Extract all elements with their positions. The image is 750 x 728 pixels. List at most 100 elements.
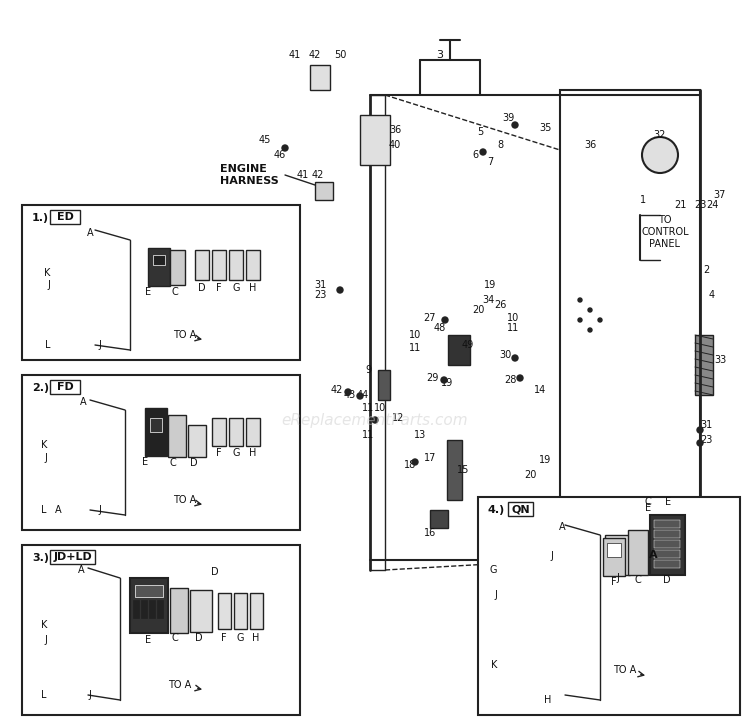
Bar xyxy=(360,115,390,165)
Circle shape xyxy=(512,355,518,361)
Text: TO A: TO A xyxy=(168,680,192,690)
Bar xyxy=(135,585,163,597)
Bar xyxy=(378,370,390,400)
Text: C: C xyxy=(634,575,641,585)
Text: 20: 20 xyxy=(524,470,536,480)
Text: 3: 3 xyxy=(436,50,443,60)
Circle shape xyxy=(480,149,486,155)
Text: 41: 41 xyxy=(297,170,309,180)
Bar xyxy=(603,538,625,576)
Text: 9: 9 xyxy=(365,365,371,375)
Bar xyxy=(508,502,533,516)
Text: 34: 34 xyxy=(482,295,494,305)
Text: 46: 46 xyxy=(274,150,286,160)
Text: 31: 31 xyxy=(314,280,326,290)
Text: 29: 29 xyxy=(426,373,438,383)
Text: 3.): 3.) xyxy=(32,553,49,563)
Bar xyxy=(130,578,168,633)
Text: 19: 19 xyxy=(538,455,551,465)
Circle shape xyxy=(697,427,703,433)
Text: G: G xyxy=(490,565,497,575)
Text: FD: FD xyxy=(57,382,74,392)
Text: E: E xyxy=(665,497,671,507)
Text: JD+LD: JD+LD xyxy=(54,552,92,562)
Text: 40: 40 xyxy=(388,140,401,150)
Text: 8: 8 xyxy=(497,140,503,150)
Text: 10: 10 xyxy=(507,313,519,323)
Circle shape xyxy=(578,298,582,302)
Text: H: H xyxy=(544,695,552,705)
Text: 31: 31 xyxy=(700,420,712,430)
Circle shape xyxy=(282,145,288,151)
Bar xyxy=(149,600,155,618)
Text: 7: 7 xyxy=(487,157,494,167)
Bar xyxy=(315,182,333,200)
Text: J: J xyxy=(44,635,47,645)
Bar xyxy=(157,600,163,618)
Text: 1: 1 xyxy=(640,195,646,205)
Text: TO A: TO A xyxy=(173,495,196,505)
Bar xyxy=(195,250,209,280)
Circle shape xyxy=(412,459,418,465)
Text: 42: 42 xyxy=(331,385,344,395)
Circle shape xyxy=(642,137,678,173)
Text: C: C xyxy=(172,633,178,643)
Text: eReplacementParts.com: eReplacementParts.com xyxy=(282,413,468,427)
Text: H: H xyxy=(249,283,256,293)
Bar xyxy=(628,530,648,575)
Text: C: C xyxy=(170,458,176,468)
Text: J: J xyxy=(47,280,50,290)
Text: 2.): 2.) xyxy=(32,383,50,393)
Text: D: D xyxy=(195,633,202,643)
Text: E: E xyxy=(142,457,148,467)
Text: F: F xyxy=(216,448,222,458)
Bar xyxy=(448,335,470,365)
Text: K: K xyxy=(490,660,497,670)
Text: J: J xyxy=(88,690,92,700)
Text: 16: 16 xyxy=(424,528,436,538)
Text: 10: 10 xyxy=(409,330,422,340)
Bar xyxy=(218,593,231,629)
Bar xyxy=(654,550,680,558)
Bar xyxy=(150,418,162,432)
Text: 12: 12 xyxy=(392,413,404,423)
Text: 21: 21 xyxy=(674,200,686,210)
Text: A: A xyxy=(78,565,85,575)
Circle shape xyxy=(588,328,592,332)
Text: 44: 44 xyxy=(357,390,369,400)
Text: D: D xyxy=(198,283,206,293)
Text: QN: QN xyxy=(512,504,530,514)
Text: 13: 13 xyxy=(414,430,426,440)
Text: C: C xyxy=(172,287,178,297)
Text: A: A xyxy=(87,228,93,238)
Text: 10: 10 xyxy=(374,403,386,413)
Bar xyxy=(605,535,630,575)
Bar xyxy=(50,550,95,564)
Circle shape xyxy=(357,393,363,399)
Text: 42: 42 xyxy=(312,170,324,180)
Text: 36: 36 xyxy=(584,140,596,150)
Text: L: L xyxy=(41,690,47,700)
Text: 33: 33 xyxy=(714,355,726,365)
Text: L: L xyxy=(44,340,50,350)
Text: 11: 11 xyxy=(362,430,374,440)
Text: A: A xyxy=(559,522,566,532)
Bar xyxy=(60,270,90,310)
Text: 11: 11 xyxy=(362,403,374,413)
Bar xyxy=(430,510,448,528)
Text: 37: 37 xyxy=(714,190,726,200)
Text: 48: 48 xyxy=(433,323,446,333)
Bar xyxy=(153,255,165,265)
Text: 5: 5 xyxy=(477,127,483,137)
Text: H: H xyxy=(249,448,256,458)
Text: 6: 6 xyxy=(472,150,478,160)
Text: C: C xyxy=(644,497,651,507)
Text: 43: 43 xyxy=(344,390,356,400)
Text: 20: 20 xyxy=(472,305,484,315)
Bar xyxy=(50,210,80,224)
Text: 36: 36 xyxy=(388,125,401,135)
Bar xyxy=(246,418,260,446)
Text: F: F xyxy=(216,283,222,293)
Bar xyxy=(188,425,206,457)
Text: 23: 23 xyxy=(700,435,712,445)
